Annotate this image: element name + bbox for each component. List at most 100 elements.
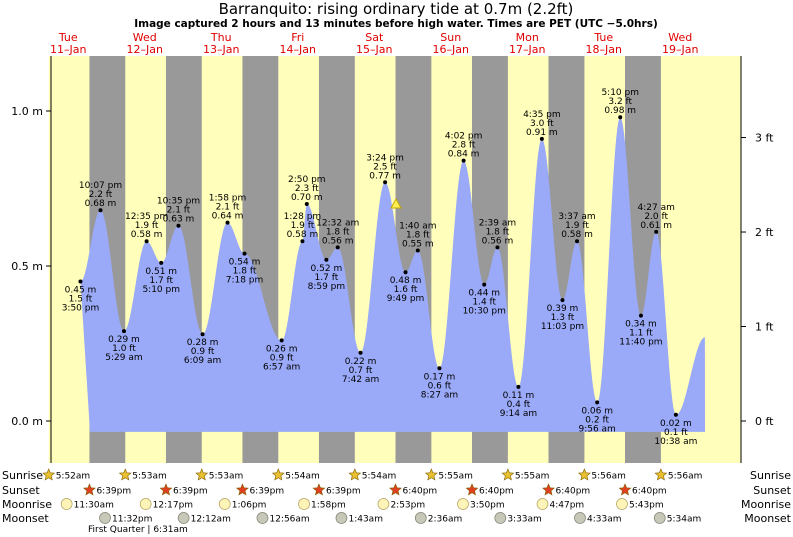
sunrise-time: 5:52am — [56, 472, 90, 482]
day-of-week-label: Wed — [133, 31, 157, 44]
extreme-height-ft: 1.7 ft — [315, 273, 339, 283]
sunset-icon — [159, 483, 173, 496]
extreme-height-ft: 0.4 ft — [507, 400, 531, 410]
sunrise-time: 5:56am — [668, 472, 703, 482]
extreme-time: 8:59 pm — [308, 282, 346, 292]
moonrise-icon — [457, 498, 469, 510]
moonset-time: 3:33am — [507, 515, 542, 525]
extreme-time: 7:18 pm — [226, 276, 264, 286]
tide-extreme-point — [225, 220, 230, 225]
moonset-icon — [335, 512, 348, 524]
tide-extreme-point — [98, 208, 103, 213]
row-label-sunrise-right: Sunrise — [750, 469, 791, 482]
extreme-height-m: 0.56 m — [322, 236, 354, 246]
extreme-height-m: 0.26 m — [266, 344, 298, 354]
day-date-label: 12–Jan — [127, 43, 163, 56]
sunrise-icon — [271, 468, 285, 481]
extreme-height-m: 0.02 m — [660, 419, 692, 429]
moonset-time: 1:43am — [348, 515, 383, 525]
sunset-icon — [542, 483, 555, 496]
moonset-icon — [99, 512, 111, 524]
extreme-height-m: 0.11 m — [503, 391, 535, 401]
sunrise-time: 5:53am — [132, 472, 167, 482]
extreme-time: 12:32 am — [316, 218, 359, 228]
moonrise-time: 12:17pm — [153, 501, 193, 511]
right-tick-label: 0 ft — [755, 415, 774, 428]
extreme-height-ft: 2.3 ft — [295, 184, 319, 194]
extreme-height-m: 0.44 m — [468, 289, 500, 299]
extreme-height-ft: 2.2 ft — [89, 190, 113, 200]
moonrise-icon — [298, 498, 310, 510]
moonrise-icon — [377, 498, 390, 510]
extreme-height-ft: 1.9 ft — [135, 221, 159, 231]
day-date-label: 13–Jan — [203, 43, 239, 56]
extreme-height-ft: 1.8 ft — [486, 227, 510, 237]
extreme-height-ft: 1.9 ft — [291, 221, 315, 231]
extreme-time: 3:50 pm — [62, 304, 100, 314]
right-tick-label: 3 ft — [755, 132, 774, 145]
extreme-height-m: 0.52 m — [311, 264, 343, 274]
moonrise-icon — [218, 498, 231, 510]
extreme-height-ft: 0.9 ft — [191, 347, 215, 357]
extreme-height-m: 0.70 m — [291, 193, 323, 203]
moonset-time: 12:12am — [191, 515, 231, 525]
moonset-icon — [494, 512, 507, 524]
tide-extreme-point — [403, 270, 408, 275]
sunrise-icon — [348, 468, 362, 481]
tide-extreme-point — [654, 229, 659, 234]
tide-extreme-point — [242, 251, 247, 256]
extreme-height-ft: 1.0 ft — [112, 344, 136, 354]
tide-extreme-point — [144, 239, 149, 244]
day-of-week-label: Tue — [593, 31, 613, 44]
day-of-week-label: Mon — [516, 31, 539, 44]
sunset-time: 6:39pm — [173, 487, 208, 497]
sunset-icon — [82, 483, 96, 496]
extreme-height-ft: 1.1 ft — [629, 329, 653, 339]
moonset-icon — [177, 512, 190, 524]
extreme-height-m: 0.39 m — [547, 304, 579, 314]
tide-extreme-point — [539, 136, 544, 141]
moonrise-time: 11:30am — [74, 501, 114, 511]
extreme-time: 10:35 pm — [157, 197, 200, 207]
day-of-week-label: Sat — [365, 31, 384, 44]
extreme-height-m: 0.51 m — [145, 267, 177, 277]
extreme-height-ft: 1.8 ft — [406, 231, 430, 241]
extreme-height-ft: 0.7 ft — [349, 366, 373, 376]
right-tick-label: 1 ft — [755, 321, 774, 334]
tide-extreme-point — [279, 338, 284, 343]
extreme-time: 5:10 pm — [601, 88, 639, 98]
left-tick-label: 0.0 m — [11, 415, 43, 428]
extreme-height-ft: 1.4 ft — [472, 298, 496, 308]
sunrise-time: 5:55am — [515, 472, 550, 482]
extreme-time: 3:37 am — [558, 212, 595, 222]
moonrise-icon — [139, 498, 152, 510]
axes: 0.0 m 0.5 m 1.0 m 0 ft 1 ft 2 ft 3 ft — [11, 56, 774, 463]
tide-extreme-point — [358, 350, 363, 355]
tide-extreme-point — [560, 298, 565, 303]
sunrise-time: 5:54am — [285, 472, 320, 482]
tide-extreme-point — [200, 332, 205, 337]
sunrise-icon — [42, 468, 56, 481]
row-label-moonrise-left: Moonrise — [2, 498, 52, 511]
sunset-icon — [618, 483, 632, 496]
extreme-time: 2:50 pm — [288, 175, 326, 185]
extreme-height-ft: 0.6 ft — [428, 381, 452, 391]
sunset-time: 6:39pm — [326, 487, 361, 497]
chart-title: Barranquito: rising ordinary tide at 0.7… — [219, 0, 574, 18]
sunset-time: 6:40pm — [556, 487, 591, 497]
day-date-label: 16–Jan — [433, 43, 469, 56]
day-date-label: 18–Jan — [586, 43, 622, 56]
day-of-week-label: Wed — [668, 31, 692, 44]
day-date-label: 15–Jan — [356, 43, 392, 56]
sunrise-time: 5:54am — [362, 472, 397, 482]
tide-extreme-point — [482, 282, 487, 287]
sunset-icon — [312, 483, 326, 496]
extreme-height-m: 0.17 m — [424, 372, 456, 382]
moon-phase-note: First Quarter | 6:31am — [88, 525, 188, 535]
moonset-icon — [414, 512, 427, 524]
tide-extreme-point — [495, 245, 500, 250]
moonset-time: 2:36am — [428, 515, 463, 525]
row-label-moonrise-right: Moonrise — [741, 498, 791, 511]
